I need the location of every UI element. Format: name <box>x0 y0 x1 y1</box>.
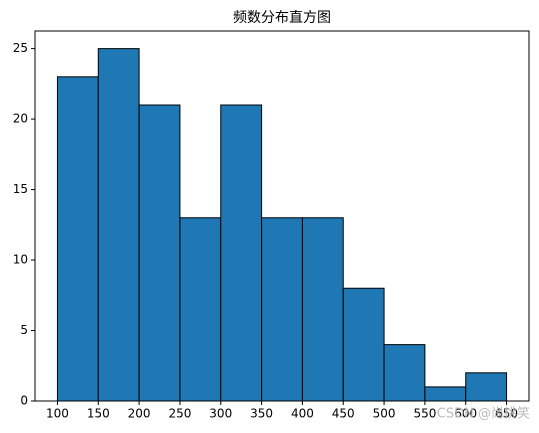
y-tick-label: 0 <box>20 394 28 408</box>
y-tick-label: 20 <box>13 112 28 126</box>
bar <box>342 287 385 402</box>
bar <box>383 344 426 402</box>
bar <box>261 217 303 402</box>
x-tick-label: 250 <box>168 407 191 421</box>
watermark: CSDN @尚桃笑 <box>437 406 530 422</box>
x-tick-label: 200 <box>128 407 151 421</box>
x-tick-label: 600 <box>454 407 477 421</box>
x-tick-label: 350 <box>250 407 273 421</box>
x-tick-label: 400 <box>291 407 314 421</box>
bar <box>220 104 263 402</box>
x-tick-label: 500 <box>373 407 396 421</box>
bar <box>301 217 344 402</box>
x-tick-label: 450 <box>332 407 355 421</box>
y-tick-label: 15 <box>13 182 28 196</box>
bar <box>56 76 99 402</box>
y-tick-label: 10 <box>13 253 28 267</box>
bar <box>424 386 467 402</box>
axes-frame <box>34 30 530 402</box>
x-tick-label: 650 <box>495 407 518 421</box>
bar <box>465 372 508 402</box>
x-tick-label: 150 <box>87 407 110 421</box>
x-tick-label: 300 <box>209 407 232 421</box>
bar <box>179 217 222 402</box>
chart-title: 频数分布直方图 <box>233 9 331 26</box>
y-tick-label: 25 <box>13 41 28 55</box>
x-tick-label: 550 <box>413 407 436 421</box>
y-tick-label: 5 <box>20 323 28 337</box>
bar <box>138 104 181 402</box>
x-tick-label: 100 <box>46 407 69 421</box>
bar <box>97 48 140 402</box>
